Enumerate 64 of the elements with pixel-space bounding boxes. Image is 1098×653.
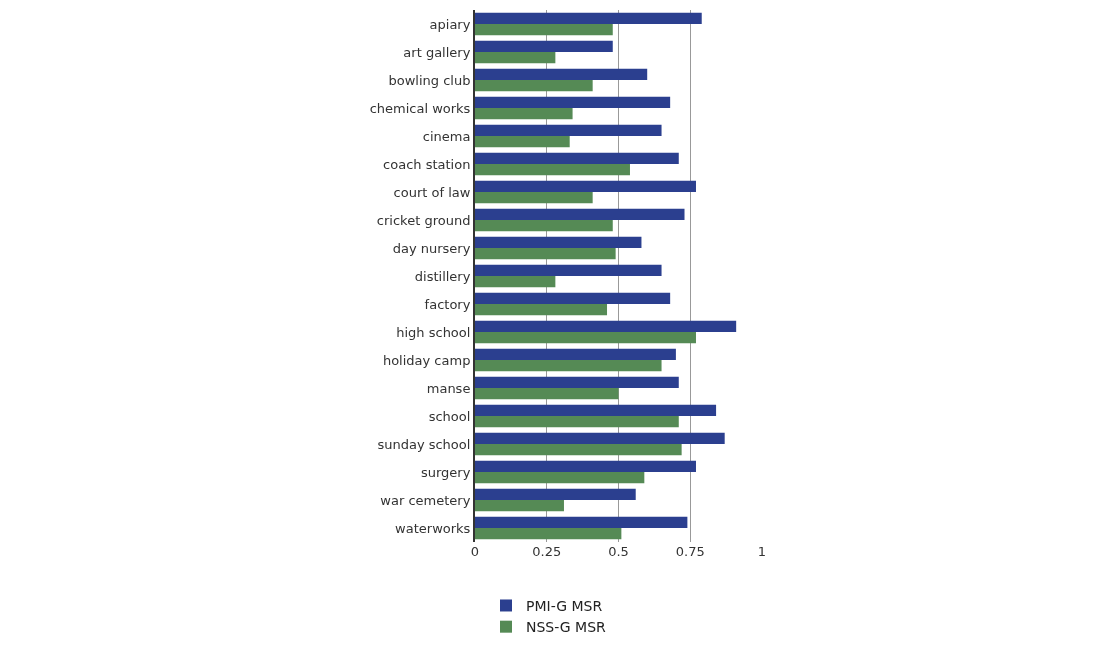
y-tick-label: cinema [422,128,471,144]
bar [475,292,671,304]
y-tick-label: holiday camp [382,352,471,368]
y-tick-label: school [428,408,471,424]
y-tick-label: court of law [393,184,471,200]
bar [475,460,696,472]
bar [475,264,662,276]
bar [475,416,679,428]
y-tick-label: cricket ground [376,212,471,228]
bar [475,52,556,64]
bar [475,360,662,372]
y-tick-label: manse [426,380,471,396]
bar [475,24,613,36]
y-tick-label: high school [396,324,471,340]
y-tick-label: chemical works [369,100,471,116]
bar [475,500,564,512]
bar [475,472,645,484]
bar [475,68,648,80]
y-tick-label: sunday school [377,436,471,452]
bar [475,432,725,444]
bar [475,304,608,316]
bar [475,124,662,136]
bar [475,348,676,360]
y-tick-label: war cemetery [380,492,471,508]
bar [475,388,619,400]
bar [475,404,717,416]
y-tick-label: factory [424,296,471,312]
y-tick-label: bowling club [388,72,471,88]
bar [475,180,696,192]
bar [475,528,622,540]
x-tick-label: 0.5 [608,544,629,559]
bar [475,152,679,164]
bar [475,444,682,456]
y-tick-label: waterworks [395,520,471,536]
legend-label: NSS-G MSR [526,619,607,636]
y-tick-label: art gallery [403,44,471,60]
bar [475,96,671,108]
x-tick-label: 0 [470,544,480,559]
y-tick-label: distillery [414,268,471,284]
bar [475,236,642,248]
bar [475,376,679,388]
y-tick-label: coach station [383,156,471,172]
bar [475,276,556,288]
bar [475,320,737,332]
bar [475,136,570,148]
bar [475,108,573,120]
x-tick-label: 0.75 [675,544,705,559]
bar [475,164,630,176]
bar [475,248,616,260]
bar [475,40,613,52]
bar [475,208,685,220]
bar [475,220,613,232]
bar [475,192,593,204]
y-tick-label: day nursery [392,240,471,256]
bar [475,516,688,528]
x-tick-label: 0.25 [532,544,562,559]
bar [475,12,702,24]
y-tick-label: surgery [420,464,471,480]
y-tick-label: apiary [429,16,471,32]
bar [475,488,636,500]
bar [475,80,593,92]
bar [475,332,696,344]
x-tick-label: 1 [757,544,767,559]
legend-label: PMI-G MSR [526,597,603,614]
